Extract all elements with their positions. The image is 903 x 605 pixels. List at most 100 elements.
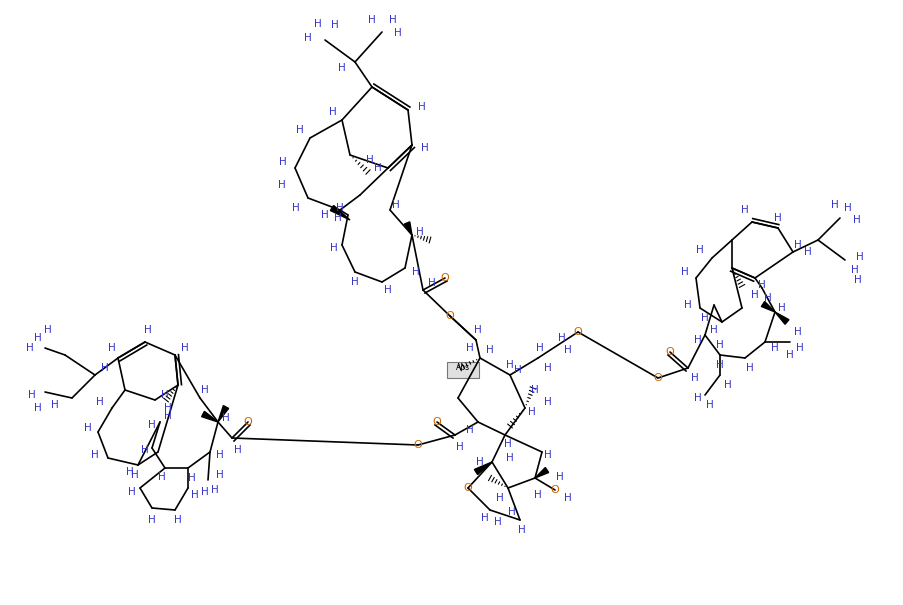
Text: H: H: [91, 450, 98, 460]
Text: H: H: [786, 350, 793, 360]
Text: H: H: [330, 20, 339, 30]
Text: H: H: [126, 467, 134, 477]
Polygon shape: [774, 312, 788, 324]
Text: H: H: [148, 420, 155, 430]
Text: H: H: [174, 515, 182, 525]
Text: H: H: [128, 487, 135, 497]
Text: H: H: [313, 19, 321, 29]
Text: H: H: [144, 325, 152, 335]
Text: H: H: [527, 407, 535, 417]
Text: H: H: [740, 205, 748, 215]
Polygon shape: [218, 405, 228, 422]
Text: H: H: [723, 380, 731, 390]
Text: H: H: [851, 265, 858, 275]
Text: H: H: [279, 157, 286, 167]
Text: H: H: [28, 390, 36, 400]
Text: H: H: [211, 485, 219, 495]
Text: H: H: [392, 200, 399, 210]
Text: H: H: [773, 213, 781, 223]
Text: H: H: [517, 525, 526, 535]
Text: H: H: [131, 470, 139, 480]
Text: H: H: [336, 203, 343, 213]
Text: H: H: [428, 278, 435, 288]
Text: H: H: [476, 457, 483, 467]
Text: H: H: [222, 413, 229, 423]
Text: H: H: [330, 243, 338, 253]
Text: O: O: [445, 311, 454, 321]
Text: H: H: [108, 343, 116, 353]
Text: O: O: [573, 327, 582, 337]
Text: H: H: [338, 63, 346, 73]
Text: H: H: [804, 247, 811, 257]
Text: H: H: [418, 102, 425, 112]
Polygon shape: [474, 462, 491, 474]
Text: H: H: [691, 373, 698, 383]
Text: H: H: [412, 267, 419, 277]
Text: H: H: [496, 493, 503, 503]
Text: Abs: Abs: [455, 364, 470, 373]
Text: H: H: [415, 227, 424, 237]
Text: H: H: [486, 345, 493, 355]
Text: H: H: [296, 125, 303, 135]
Text: H: H: [200, 487, 209, 497]
Text: H: H: [278, 180, 285, 190]
Text: O: O: [463, 483, 472, 493]
Text: H: H: [557, 333, 565, 343]
Text: H: H: [216, 470, 224, 480]
Text: H: H: [793, 240, 801, 250]
Text: H: H: [321, 210, 329, 220]
Polygon shape: [201, 411, 218, 422]
Text: H: H: [705, 400, 713, 410]
Text: H: H: [563, 345, 572, 355]
Text: H: H: [473, 325, 481, 335]
Text: H: H: [191, 490, 199, 500]
Text: H: H: [531, 385, 538, 395]
Text: H: H: [200, 385, 209, 395]
Text: H: H: [366, 155, 374, 165]
Text: H: H: [555, 472, 563, 482]
Text: H: H: [466, 343, 473, 353]
Text: H: H: [852, 215, 860, 225]
Text: H: H: [796, 343, 803, 353]
Text: H: H: [164, 403, 172, 413]
Text: H: H: [96, 397, 104, 407]
Text: H: H: [234, 445, 242, 455]
Text: H: H: [188, 473, 196, 483]
Text: H: H: [26, 343, 33, 353]
Text: H: H: [394, 28, 402, 38]
Text: H: H: [777, 303, 785, 313]
Text: H: H: [84, 423, 92, 433]
Text: H: H: [506, 360, 513, 370]
Text: H: H: [715, 340, 723, 350]
Polygon shape: [535, 468, 548, 478]
Text: H: H: [161, 390, 169, 400]
Text: H: H: [684, 300, 691, 310]
Text: H: H: [44, 325, 51, 335]
Text: H: H: [456, 442, 463, 452]
Text: H: H: [843, 203, 851, 213]
Text: H: H: [763, 293, 771, 303]
Text: H: H: [507, 507, 516, 517]
Text: O: O: [414, 440, 422, 450]
Text: H: H: [51, 400, 59, 410]
Text: H: H: [544, 450, 551, 460]
Text: H: H: [303, 33, 312, 43]
Text: H: H: [506, 453, 513, 463]
Text: H: H: [793, 327, 801, 337]
Polygon shape: [760, 301, 774, 312]
Text: H: H: [368, 15, 376, 25]
Text: H: H: [480, 513, 489, 523]
Text: H: H: [534, 490, 541, 500]
Text: H: H: [141, 445, 149, 455]
Text: H: H: [694, 393, 701, 403]
Text: H: H: [34, 333, 42, 343]
Text: H: H: [158, 472, 165, 482]
Text: H: H: [563, 493, 572, 503]
Text: H: H: [101, 363, 108, 373]
Text: O: O: [433, 417, 441, 427]
Text: O: O: [440, 273, 449, 283]
Text: H: H: [544, 363, 551, 373]
Text: H: H: [334, 213, 341, 223]
Polygon shape: [330, 206, 349, 220]
Text: H: H: [374, 163, 381, 173]
